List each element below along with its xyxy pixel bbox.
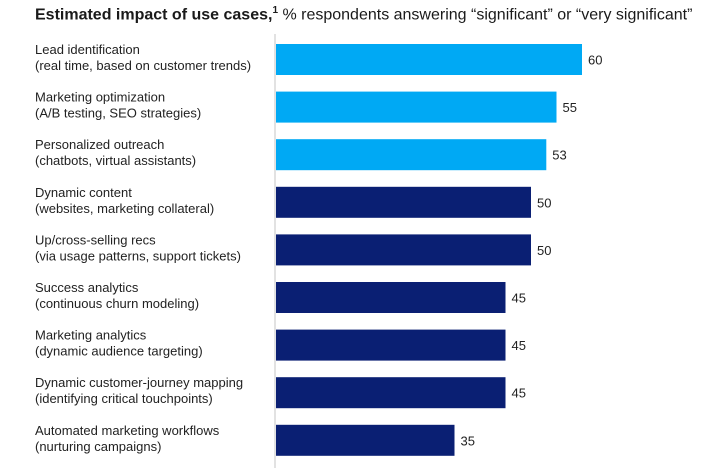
category-label: Marketing analytics (dynamic audience tar… bbox=[35, 328, 203, 359]
bar bbox=[276, 329, 506, 361]
data-label: 50 bbox=[537, 243, 551, 258]
category-label: Dynamic content (websites, marketing coll… bbox=[35, 185, 214, 216]
category-label: Lead identification (real time, based on … bbox=[35, 42, 251, 73]
bar bbox=[276, 139, 547, 171]
data-label: 45 bbox=[512, 291, 526, 306]
data-label: 53 bbox=[552, 148, 566, 163]
chart-subtitle: % respondents answering “significant” or… bbox=[282, 6, 693, 24]
data-label: 45 bbox=[512, 386, 526, 401]
data-label: 50 bbox=[537, 195, 551, 210]
bar bbox=[276, 44, 582, 75]
category-label: Success analytics (continuous churn model… bbox=[35, 280, 199, 311]
category-label: Marketing optimization (A/B testing, SEO … bbox=[35, 90, 201, 121]
category-label: Dynamic customer-journey mapping (identif… bbox=[35, 375, 243, 406]
data-label: 60 bbox=[588, 53, 602, 68]
bar bbox=[276, 91, 557, 123]
data-label: 55 bbox=[563, 100, 577, 115]
data-label: 45 bbox=[512, 338, 526, 353]
bar bbox=[276, 186, 531, 218]
bar bbox=[276, 282, 506, 313]
category-label: Up/cross-selling recs (via usage patterns… bbox=[35, 232, 241, 263]
data-label: 35 bbox=[461, 433, 475, 448]
title-main: Estimated impact of use cases, bbox=[35, 6, 273, 24]
bar bbox=[276, 234, 531, 266]
title-footnote: 1 bbox=[272, 5, 278, 16]
chart-title: Estimated impact of use cases,1 % respon… bbox=[35, 5, 692, 24]
category-label: Automated marketing workflows (nurturing … bbox=[35, 423, 220, 454]
category-label: Personalized outreach (chatbots, virtual … bbox=[35, 137, 196, 168]
bar bbox=[276, 377, 506, 409]
bar bbox=[276, 424, 455, 456]
